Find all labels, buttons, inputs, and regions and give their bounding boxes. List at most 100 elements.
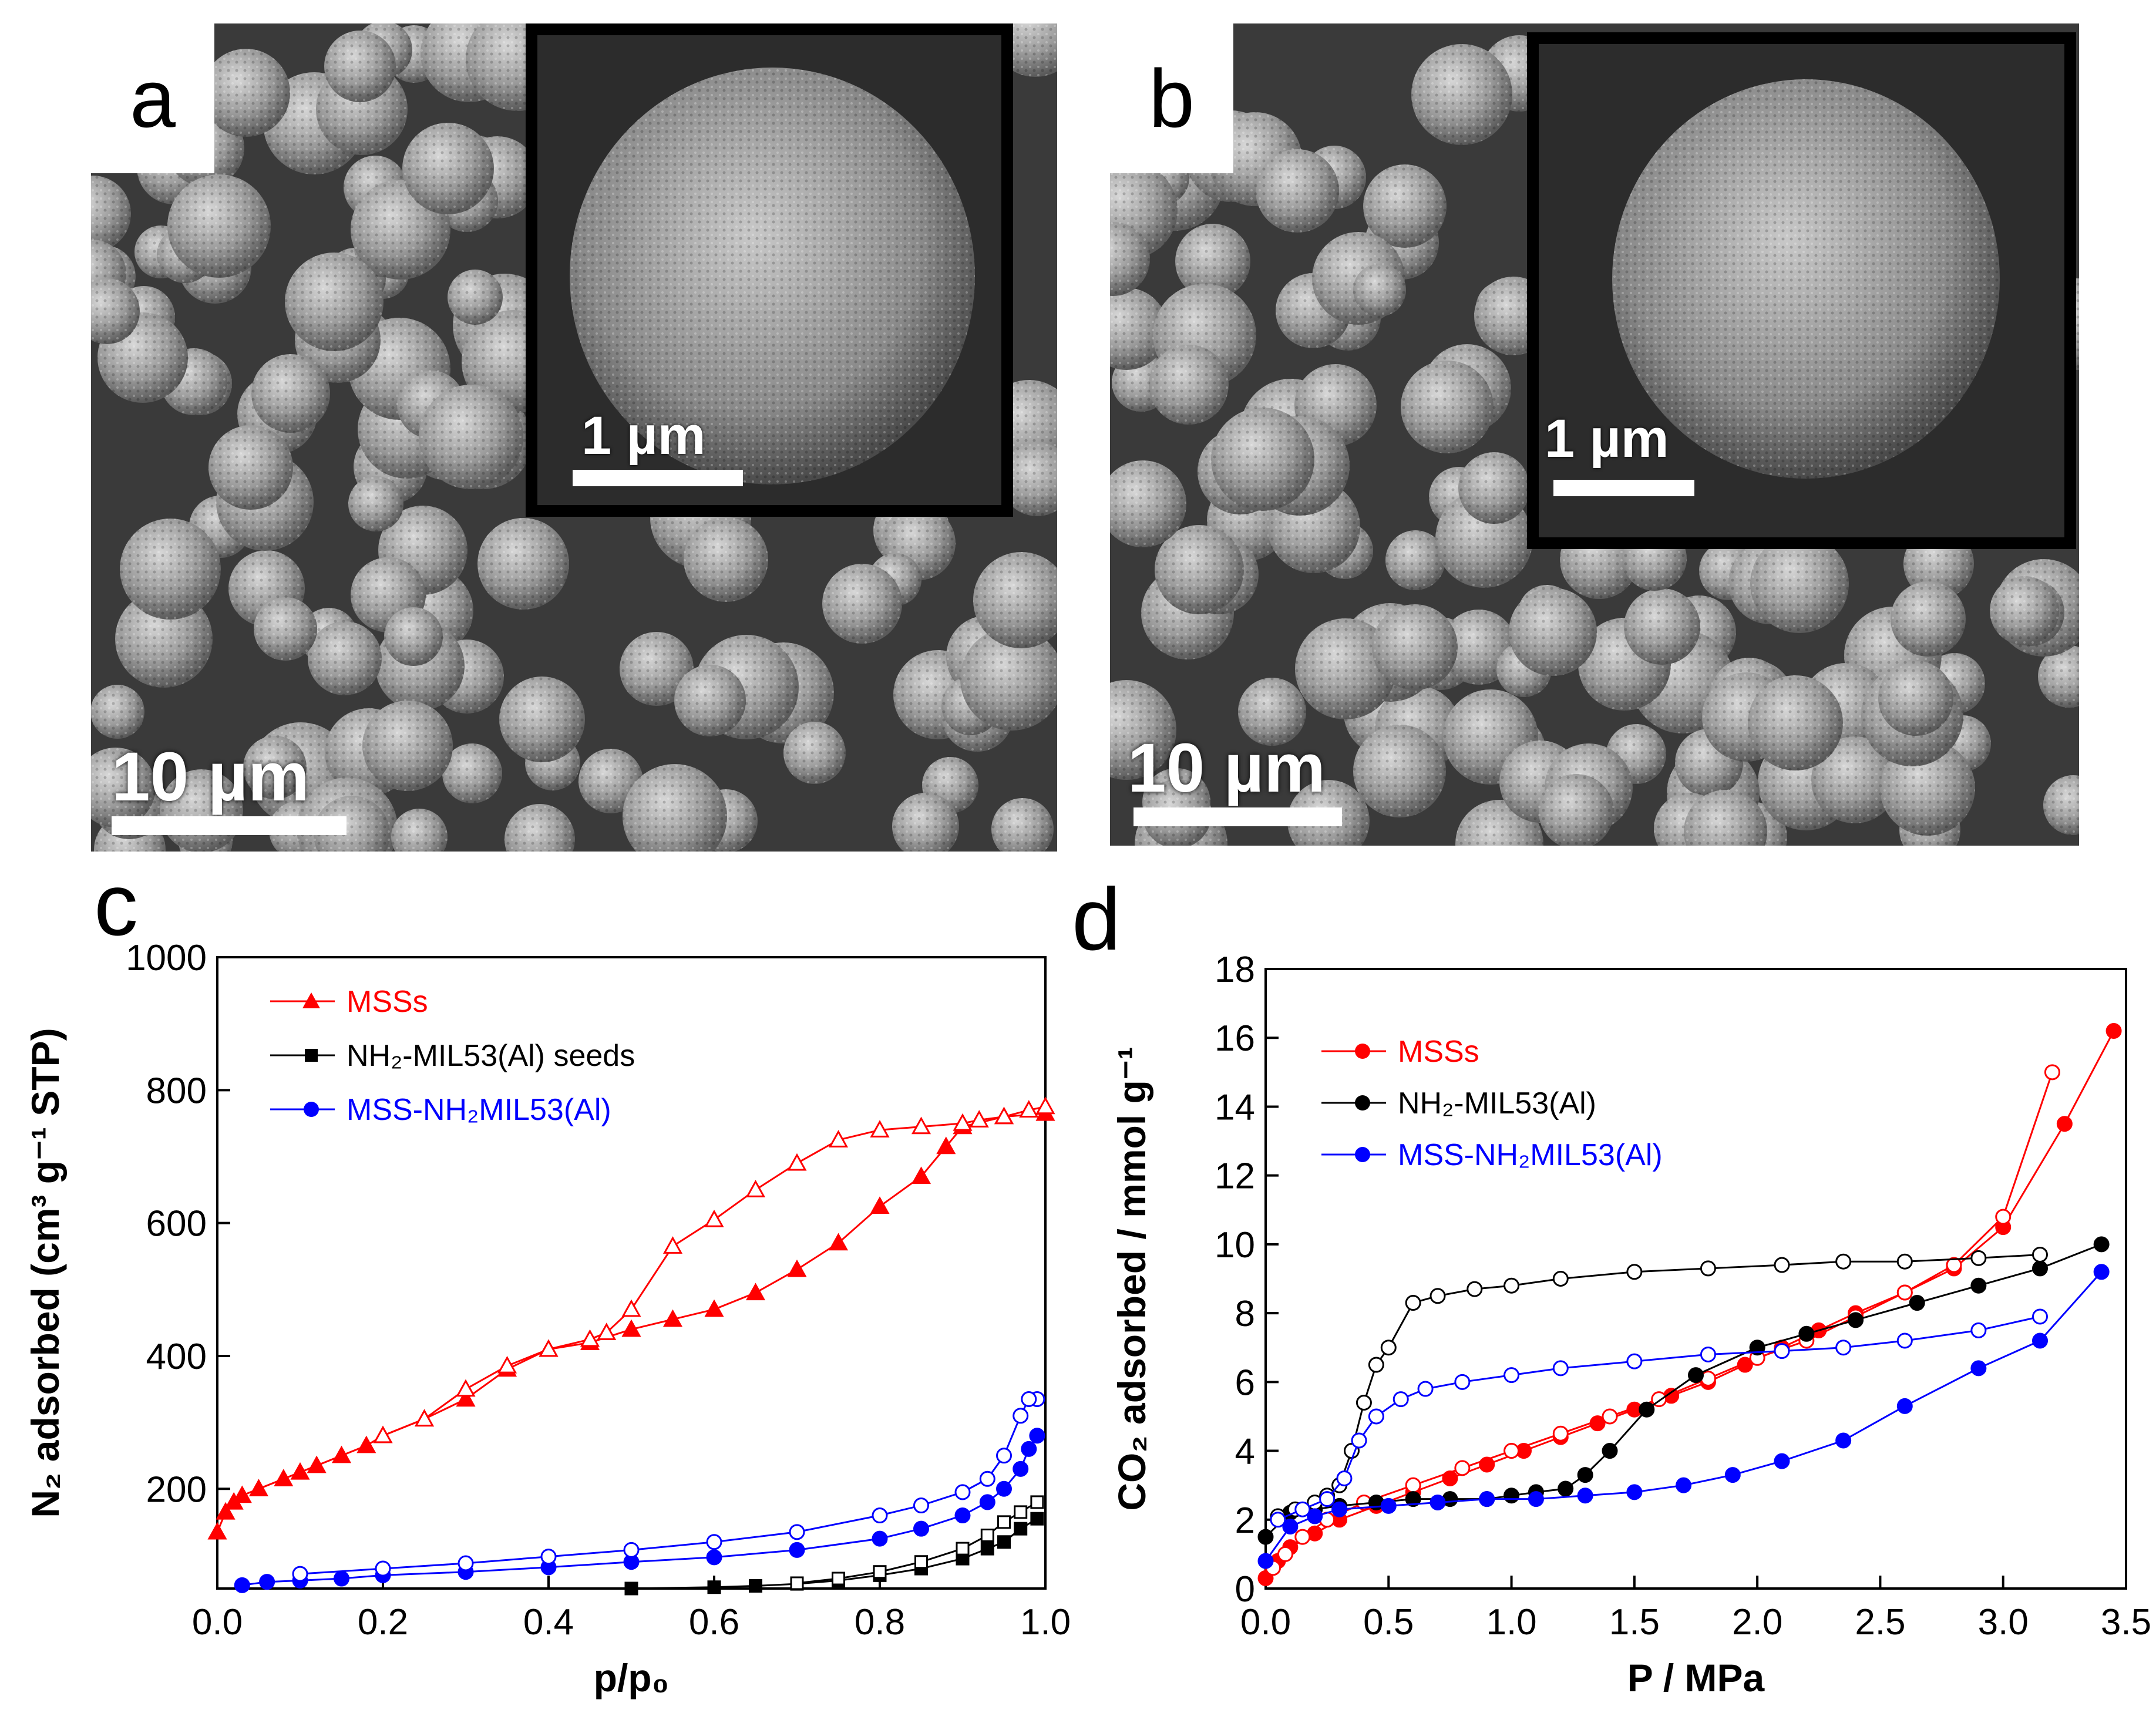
data-point	[790, 1576, 804, 1590]
sem-particle-texture	[973, 552, 1057, 648]
x-tick-label: 0.0	[192, 1602, 243, 1643]
data-point	[662, 1309, 683, 1327]
data-point	[704, 1299, 724, 1317]
y-tick-label: 600	[146, 1204, 207, 1244]
sem-particle-texture	[1110, 680, 1176, 780]
sem-particle-texture	[324, 31, 396, 102]
sem-particle-texture	[2043, 775, 2079, 835]
sem-panel-a: a 10 µm 1 µm 10 µm	[91, 23, 1057, 852]
data-point	[1351, 1432, 1367, 1449]
sem-particle-texture	[285, 253, 384, 351]
sem-particle-texture	[1385, 530, 1445, 590]
y-tick-label: 200	[146, 1469, 207, 1510]
data-point	[1639, 1401, 1655, 1418]
data-point	[1504, 1367, 1520, 1384]
y-tick-label: 0	[1235, 1569, 1255, 1610]
data-point	[1294, 1529, 1311, 1545]
data-point	[789, 1542, 805, 1558]
legend-label: NH₂-MIL53(Al) seeds	[347, 1039, 635, 1073]
x-tick-label: 2.0	[1732, 1602, 1782, 1643]
scale-label-b: 10 µm	[1128, 729, 1326, 807]
sem-particle-texture	[1155, 525, 1244, 614]
data-point	[540, 1549, 557, 1565]
data-point	[580, 1329, 600, 1347]
series-line	[1264, 1030, 2115, 1579]
data-point	[1835, 1253, 1852, 1270]
data-point	[1013, 1408, 1029, 1424]
sem-particle-texture	[991, 798, 1054, 852]
sem-particle-texture	[448, 270, 503, 325]
data-point	[290, 1462, 310, 1480]
data-point	[1380, 1340, 1397, 1356]
data-point	[2032, 1260, 2048, 1277]
data-point	[1995, 1209, 2012, 1225]
sem-particle-texture	[348, 476, 403, 531]
data-point	[706, 1549, 722, 1566]
sem-particle-texture	[1458, 452, 1530, 524]
sem-particle-texture	[1353, 264, 1406, 317]
data-point	[1467, 1281, 1483, 1297]
data-point	[1336, 1470, 1353, 1486]
sem-particle-texture	[208, 425, 293, 510]
legend-marker	[302, 992, 320, 1008]
data-point	[1552, 1360, 1569, 1377]
data-point	[870, 1196, 890, 1214]
sem-particle-texture	[442, 743, 502, 803]
data-point	[1029, 1428, 1045, 1444]
data-point	[1626, 1264, 1643, 1280]
sem-particle-texture	[419, 385, 523, 489]
sem-particle-texture	[1256, 149, 1339, 233]
sem-particle-texture	[202, 49, 290, 137]
data-point	[216, 1502, 236, 1520]
data-point	[1577, 1467, 1593, 1483]
x-tick-label: 0.0	[1240, 1602, 1291, 1643]
legend-marker	[1355, 1044, 1370, 1059]
data-point	[1909, 1295, 1925, 1311]
data-point	[1030, 1512, 1044, 1526]
data-point	[2056, 1116, 2073, 1132]
data-point	[274, 1469, 294, 1486]
data-point	[1393, 1391, 1409, 1408]
data-point	[980, 1542, 994, 1556]
data-point	[704, 1209, 724, 1227]
scale-bar-a	[112, 816, 347, 835]
y-tick-label: 8	[1235, 1294, 1255, 1334]
data-point	[1014, 1522, 1028, 1536]
sem-particle-texture	[1624, 588, 1700, 665]
chart-d: 0.0 0.5 1.0 1.5 2.0 2.5 3.0 3.5 0 2 4 6 8 10 12 14 16 18 P…	[1110, 950, 2151, 1700]
x-axis-label: p/p₀	[594, 1656, 670, 1700]
sem-particle-texture	[1353, 725, 1446, 817]
panel-letter-b: b	[1110, 23, 1233, 173]
data-point	[1798, 1325, 1815, 1342]
data-point	[234, 1577, 250, 1593]
legend-marker	[1355, 1095, 1370, 1110]
panel-letter-a: a	[91, 23, 214, 173]
sem-particle-texture	[1509, 588, 1597, 676]
data-point	[456, 1389, 476, 1407]
legend-marker	[304, 1102, 319, 1117]
data-point	[1257, 1553, 1274, 1569]
sem-particle-texture	[1372, 604, 1458, 690]
data-point	[1558, 1480, 1574, 1497]
data-point	[1504, 1443, 1520, 1459]
y-tick-label: 400	[146, 1337, 207, 1377]
sem-particle-texture	[1149, 345, 1229, 425]
data-point	[745, 1283, 766, 1301]
data-point	[1774, 1257, 1790, 1273]
scale-bar-b	[1134, 807, 1342, 826]
x-tick-label: 0.6	[689, 1602, 739, 1643]
x-tick-label: 1.5	[1609, 1602, 1660, 1643]
x-tick-label: 0.2	[358, 1602, 408, 1643]
data-point	[706, 1534, 722, 1550]
data-point	[1504, 1277, 1520, 1294]
inset-b-scale-bar	[1553, 480, 1694, 496]
data-point	[911, 1166, 931, 1184]
data-point	[1848, 1312, 1864, 1328]
data-point	[749, 1579, 762, 1593]
sem-particle-texture	[1750, 534, 1849, 633]
data-point	[2044, 1064, 2060, 1081]
data-point	[1552, 1271, 1569, 1287]
data-point	[1970, 1277, 1987, 1294]
data-point	[662, 1236, 683, 1254]
data-point	[953, 1113, 973, 1131]
